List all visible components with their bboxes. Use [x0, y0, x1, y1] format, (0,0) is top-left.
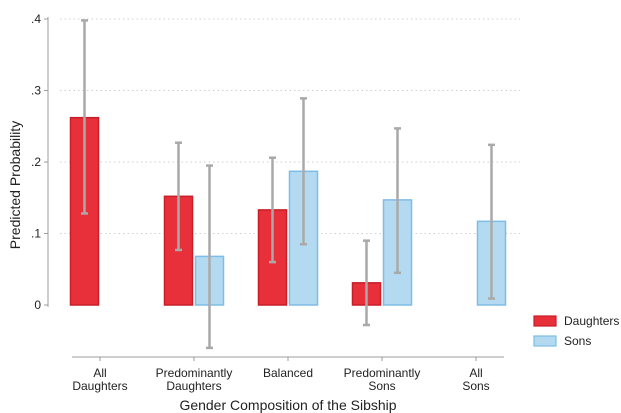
x-axis-title: Gender Composition of the Sibship [179, 397, 396, 413]
x-tick-label: Predominantly Sons [344, 366, 421, 393]
y-tick-label: .1 [31, 227, 41, 241]
legend-swatch-sons [533, 335, 557, 347]
x-tick-label: Balanced [263, 366, 313, 380]
x-tick-label: All Daughters [72, 366, 127, 393]
error-bars [81, 19, 495, 350]
legend-label-sons: Sons [564, 334, 591, 348]
legend-swatch-daughters [533, 315, 557, 327]
y-tick-label: .4 [31, 12, 41, 26]
axes [47, 17, 504, 358]
y-axis-title: Predicted Probability [7, 121, 23, 249]
legend-label-daughters: Daughters [564, 314, 619, 328]
y-axis-ticks: 0 .1 .2 .3 .4 [31, 12, 48, 312]
x-axis-ticks: All Daughters Predominantly Daughters Balanc… [72, 357, 490, 393]
x-tick-label: All Sons [462, 366, 489, 393]
x-tick-label: Predominantly Daughters [156, 366, 233, 393]
legend: Daughters Sons [533, 314, 619, 348]
y-tick-label: 0 [34, 298, 41, 312]
y-tick-label: .3 [31, 84, 41, 98]
bars [69, 116, 507, 306]
y-tick-label: .2 [31, 155, 41, 169]
